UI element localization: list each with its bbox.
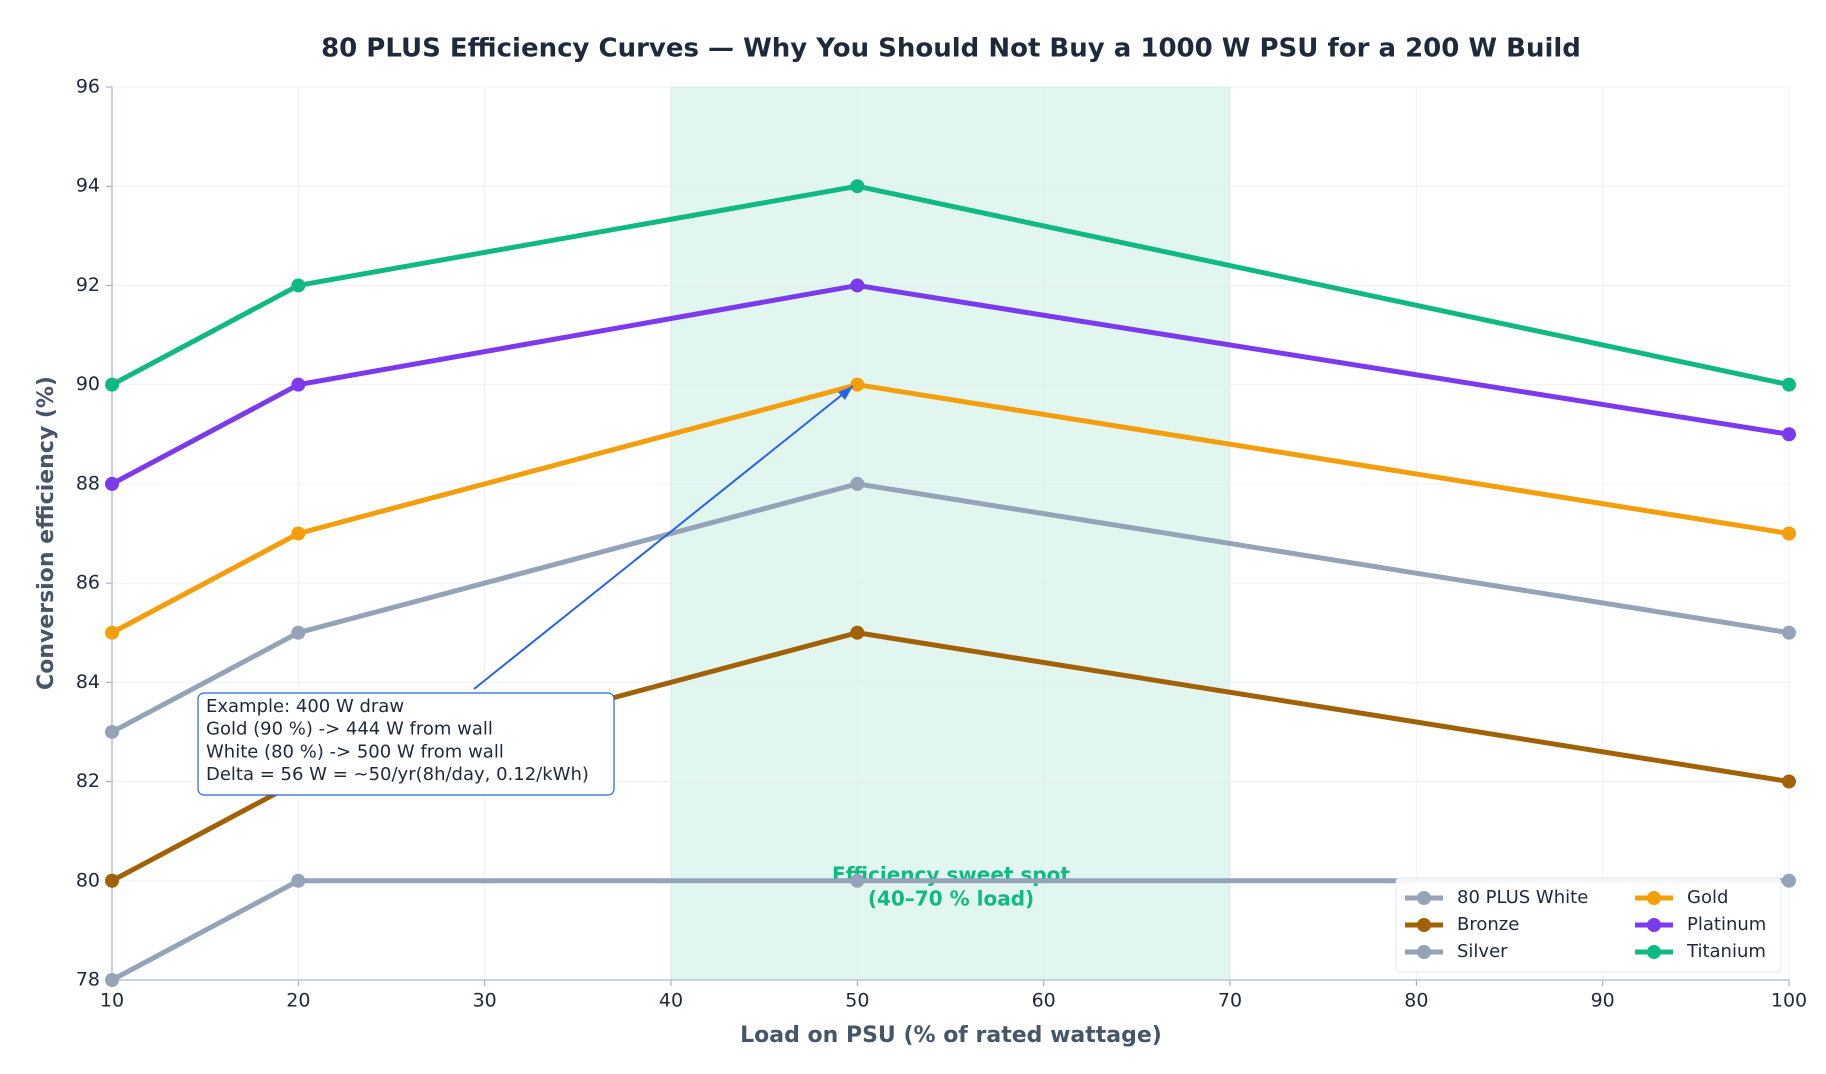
y-tick-label: 82	[76, 770, 100, 792]
x-tick-label: 10	[100, 990, 124, 1012]
data-point	[850, 179, 865, 194]
highlight-band	[670, 86, 1231, 981]
y-tick-label: 94	[76, 175, 100, 197]
data-point	[1782, 526, 1796, 541]
data-point	[850, 625, 865, 640]
legend-marker	[1417, 918, 1431, 932]
series-line	[110, 282, 1790, 487]
x-tick-label: 30	[473, 990, 497, 1012]
chart-title: 80 PLUS Efficiency Curves — Why You Shou…	[321, 34, 1581, 64]
data-point	[291, 873, 306, 888]
x-tick-label: 70	[1218, 990, 1242, 1012]
y-axis-label: Conversion efficiency (%)	[34, 376, 59, 690]
annotation-text: Delta = 56 W = ~50/yr(8h/day, 0.12/kWh)	[206, 764, 589, 785]
y-tick-label: 88	[76, 472, 100, 494]
data-point	[1782, 873, 1796, 888]
x-tick-label: 60	[1032, 990, 1056, 1012]
x-tick-label: 50	[845, 990, 869, 1012]
data-point	[105, 377, 119, 392]
data-point	[105, 973, 119, 987]
data-point	[105, 873, 119, 888]
legend-label: Silver	[1457, 941, 1508, 962]
legend-label: Titanium	[1686, 941, 1766, 962]
y-tick-label: 90	[76, 373, 100, 395]
data-point	[850, 377, 865, 392]
data-point	[291, 377, 306, 392]
legend-marker	[1417, 945, 1431, 959]
data-point	[850, 476, 865, 491]
series-line	[110, 481, 1790, 735]
x-axis-label: Load on PSU (% of rated wattage)	[740, 1023, 1162, 1048]
highlight-label: (40–70 % load)	[868, 887, 1034, 911]
series-line	[110, 878, 1789, 983]
data-point	[291, 278, 306, 293]
data-point	[1782, 427, 1796, 442]
annotation-arrowhead	[838, 386, 853, 400]
x-tick-label: 90	[1591, 990, 1615, 1012]
legend-box	[1395, 877, 1782, 973]
series-line	[110, 382, 1790, 635]
data-point	[105, 625, 119, 640]
annotation-box	[197, 692, 615, 796]
y-tick-label: 78	[76, 969, 100, 991]
data-point	[850, 278, 865, 293]
legend-marker	[1647, 918, 1661, 932]
legend-marker	[1647, 945, 1661, 959]
y-tick-label: 80	[76, 869, 100, 891]
y-tick-label: 92	[76, 274, 100, 296]
data-point	[1782, 625, 1796, 640]
data-point	[291, 526, 306, 541]
x-tick-label: 20	[286, 990, 310, 1012]
data-point	[1782, 774, 1796, 789]
data-point	[105, 476, 119, 491]
data-point	[105, 724, 119, 739]
y-tick-label: 96	[76, 76, 100, 98]
annotation-text: Gold (90 %) -> 444 W from wall	[206, 719, 493, 740]
series-line	[110, 183, 1790, 388]
x-tick-label: 40	[659, 990, 683, 1012]
data-point	[1782, 377, 1796, 392]
legend-label: Gold	[1687, 887, 1728, 908]
legend-label: Platinum	[1687, 914, 1766, 935]
data-point	[291, 625, 306, 640]
annotation-text: Example: 400 W draw	[206, 696, 404, 717]
data-point	[850, 873, 865, 888]
x-tick-label: 80	[1404, 990, 1428, 1012]
annotation-arrow	[473, 385, 854, 690]
annotation-text: White (80 %) -> 500 W from wall	[206, 741, 504, 762]
legend-marker	[1417, 891, 1431, 905]
x-tick-label: 100	[1771, 990, 1807, 1012]
y-tick-label: 84	[76, 671, 100, 693]
y-tick-label: 86	[76, 572, 100, 594]
legend-label: Bronze	[1457, 914, 1519, 935]
legend-marker	[1647, 891, 1661, 905]
legend-label: 80 PLUS White	[1457, 887, 1588, 908]
